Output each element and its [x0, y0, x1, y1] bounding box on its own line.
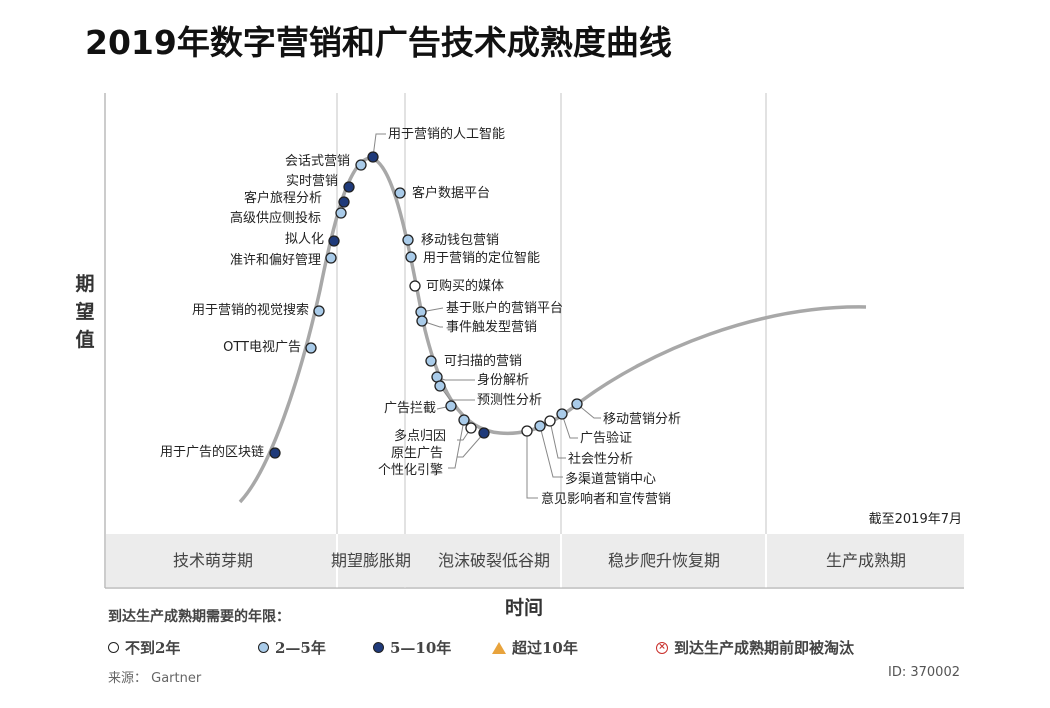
technology-label: 用于广告的区块链 [160, 444, 264, 460]
technology-label: 用于营销的人工智能 [388, 126, 505, 142]
legend-label: 超过10年 [512, 639, 578, 657]
technology-label: 预测性分析 [477, 393, 542, 408]
as-of-label: 截至2019年7月 [869, 512, 962, 527]
technology-marker [394, 187, 406, 199]
technology-label: 用于营销的视觉搜索 [192, 302, 309, 318]
technology-label: 广告拦截 [384, 401, 436, 416]
technology-marker [478, 427, 490, 439]
hype-curve [238, 156, 867, 504]
technology-marker [425, 355, 437, 367]
id-label: ID: 370002 [888, 665, 960, 680]
technology-marker [343, 181, 355, 193]
technology-marker [405, 251, 417, 263]
legend-item: 不到2年 [108, 637, 180, 658]
technology-label: 原生广告 [391, 446, 443, 461]
technology-label: 拟人化 [285, 232, 324, 247]
legend-label: 5—10年 [390, 639, 452, 657]
technology-label: 可扫描的营销 [444, 353, 522, 369]
technology-label: 社会性分析 [568, 451, 633, 467]
technology-label: 身份解析 [477, 372, 529, 388]
technology-label: 意见影响者和宣传营销 [541, 491, 671, 507]
technology-marker [269, 447, 281, 459]
legend-label: 到达生产成熟期前即被淘汰 [674, 639, 855, 657]
technology-marker [409, 280, 421, 292]
phase-label: 泡沫破裂低谷期 [438, 551, 550, 570]
legend-title: 到达生产成熟期需要的年限： [108, 609, 290, 625]
y-axis-label-char: 值 [75, 328, 94, 351]
technology-label: 准许和偏好管理 [230, 253, 321, 268]
technology-label: 可购买的媒体 [426, 278, 504, 294]
darkblue-circle-icon [373, 642, 384, 653]
technology-marker [434, 380, 446, 392]
y-axis-label-char: 望 [75, 300, 94, 323]
legend-item: 2—5年 [258, 637, 326, 658]
technology-label: 高级供应侧投标 [230, 210, 321, 226]
technology-marker [355, 159, 367, 171]
technology-label: 客户旅程分析 [244, 190, 322, 206]
technology-marker [458, 414, 470, 426]
technology-label: OTT电视广告 [223, 340, 301, 355]
technology-label: 移动钱包营销 [421, 233, 499, 248]
legend-item: 超过10年 [492, 637, 578, 658]
technology-label: 会话式营销 [285, 154, 350, 169]
technology-marker [571, 398, 583, 410]
red-cross-circle-icon: × [656, 641, 668, 654]
legend-item: 5—10年 [373, 637, 451, 658]
technology-label: 移动营销分析 [603, 412, 681, 427]
legend-label: 不到2年 [125, 639, 181, 657]
x-axis-label: 时间 [505, 597, 543, 619]
technology-label: 个性化引擎 [378, 463, 443, 478]
technology-marker [328, 235, 340, 247]
page-title: 2019年数字营销和广告技术成熟度曲线 [85, 23, 672, 62]
technology-marker [313, 305, 325, 317]
phase-band [106, 534, 964, 587]
phase-label: 稳步爬升恢复期 [608, 551, 720, 570]
technology-marker [416, 315, 428, 327]
technology-marker [402, 234, 414, 246]
technology-marker [556, 408, 568, 420]
technology-marker [521, 425, 533, 437]
technology-marker [367, 151, 379, 163]
source-label: 来源： Gartner [108, 671, 202, 686]
technology-label: 实时营销 [286, 174, 338, 189]
technology-marker [465, 422, 477, 434]
technology-marker [534, 420, 546, 432]
lightblue-circle-icon [258, 642, 269, 653]
legend-label: 2—5年 [275, 639, 326, 657]
white-circle-icon [108, 642, 119, 653]
technology-marker [544, 415, 556, 427]
technology-label: 多渠道营销中心 [565, 471, 656, 487]
technology-marker [335, 207, 347, 219]
phase-label: 生产成熟期 [826, 551, 906, 570]
technology-label: 用于营销的定位智能 [423, 250, 540, 266]
technology-label: 客户数据平台 [412, 185, 490, 201]
technology-label: 多点归因 [394, 428, 446, 444]
phase-label: 技术萌芽期 [173, 551, 253, 570]
technology-marker [325, 252, 337, 264]
orange-triangle-icon [492, 641, 506, 654]
technology-label: 事件触发型营销 [446, 319, 537, 335]
y-axis-label-char: 期 [75, 273, 94, 295]
technology-markers: 用于营销的人工智能会话式营销实时营销客户旅程分析高级供应侧投标拟人化准许和偏好管… [160, 126, 681, 507]
technology-marker [338, 196, 350, 208]
legend-item: × 到达生产成熟期前即被淘汰 [656, 637, 854, 658]
technology-marker [445, 400, 457, 412]
technology-marker [305, 342, 317, 354]
phase-label: 期望膨胀期 [331, 551, 411, 570]
leader-lines [372, 133, 601, 499]
technology-label: 广告验证 [580, 430, 632, 446]
technology-label: 基于账户的营销平台 [446, 300, 563, 316]
